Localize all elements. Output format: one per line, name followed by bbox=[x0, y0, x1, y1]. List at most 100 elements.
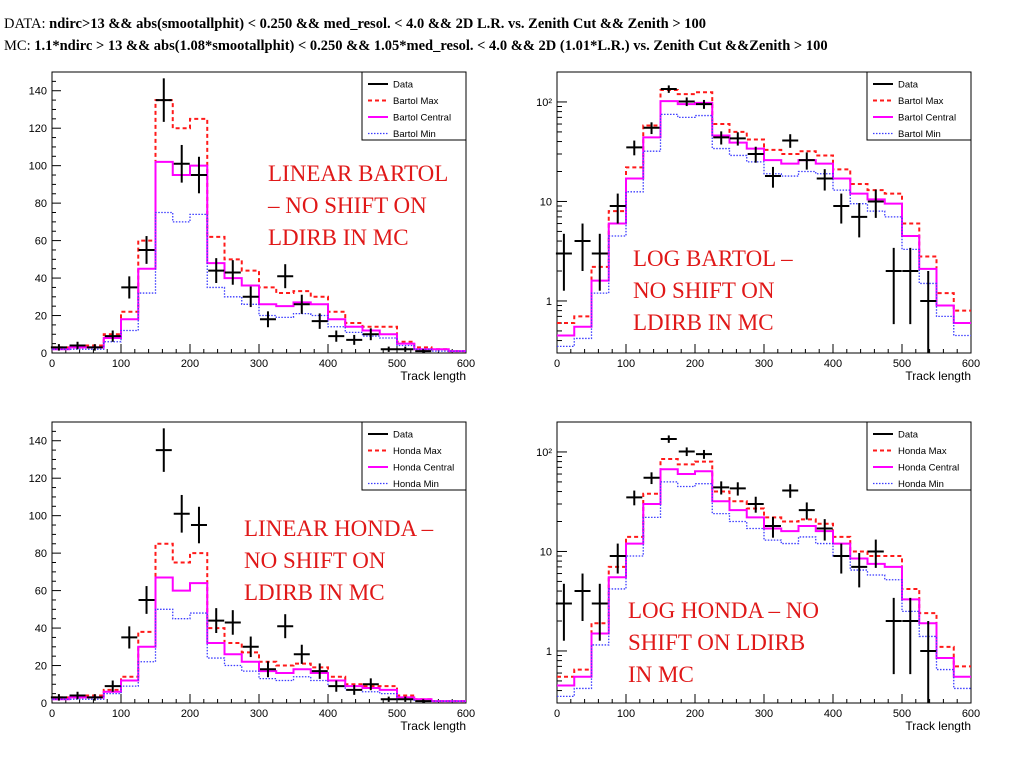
y-tick-label: 140 bbox=[29, 436, 47, 448]
x-tick-label: 600 bbox=[457, 708, 475, 720]
data-point bbox=[259, 661, 276, 678]
mc-cut-text: 1.1*ndirc > 13 && abs(1.08*smootallphit)… bbox=[34, 38, 828, 54]
data-point bbox=[293, 644, 310, 664]
data-point bbox=[69, 691, 86, 700]
y-tick-label: 10² bbox=[536, 97, 552, 109]
data-point bbox=[867, 189, 884, 218]
data-point bbox=[902, 597, 919, 675]
y-tick-label: 0 bbox=[41, 348, 47, 360]
x-tick-label: 500 bbox=[388, 358, 406, 370]
data-point bbox=[574, 573, 591, 622]
data-point bbox=[660, 85, 677, 93]
y-tick-label: 10 bbox=[540, 196, 552, 208]
data-point bbox=[833, 543, 850, 574]
y-tick-label: 120 bbox=[29, 123, 47, 135]
data-point bbox=[729, 132, 746, 146]
y-tick-label: 1 bbox=[546, 646, 552, 658]
x-tick-label: 200 bbox=[686, 708, 704, 720]
data-point bbox=[609, 193, 626, 224]
legend-entry: Data bbox=[393, 80, 414, 91]
x-tick-label: 300 bbox=[755, 708, 773, 720]
data-point bbox=[678, 97, 695, 107]
data-point bbox=[747, 146, 764, 163]
data-point bbox=[224, 610, 241, 635]
x-tick-label: 0 bbox=[49, 358, 55, 370]
data-point bbox=[138, 236, 155, 264]
data-point bbox=[867, 539, 884, 568]
y-tick-label: 140 bbox=[29, 86, 47, 98]
log-bartol-note: LOG BARTOL – NO SHIFT ON LDIRB IN MC bbox=[633, 246, 793, 335]
data-point bbox=[782, 484, 799, 498]
data-point bbox=[764, 516, 781, 538]
data-point bbox=[415, 349, 432, 353]
x-tick-label: 100 bbox=[617, 708, 635, 720]
x-tick-label: 400 bbox=[319, 358, 337, 370]
y-tick-label: 60 bbox=[35, 236, 47, 248]
data-point bbox=[380, 696, 397, 702]
x-tick-label: 300 bbox=[755, 358, 773, 370]
data-point bbox=[643, 122, 660, 135]
data-point bbox=[86, 344, 103, 351]
data-point bbox=[397, 696, 414, 702]
data-point bbox=[86, 694, 103, 701]
data-point bbox=[277, 264, 294, 289]
legend-entry: Bartol Max bbox=[393, 96, 439, 107]
linear-bartol-note: LINEAR BARTOL – NO SHIFT ON LDIRB IN MC bbox=[268, 161, 449, 250]
series-central-histogram bbox=[52, 160, 466, 353]
data-point bbox=[555, 233, 572, 291]
data-point bbox=[155, 428, 172, 472]
data-point bbox=[121, 626, 138, 649]
x-tick-label: 500 bbox=[893, 708, 911, 720]
x-axis-label: Track length bbox=[905, 369, 971, 383]
y-tick-label: 60 bbox=[35, 586, 47, 598]
linear-honda-note: LINEAR HONDA – NO SHIFT ON LDIRB IN MC bbox=[244, 516, 434, 605]
mc-cut-prefix: MC: bbox=[4, 38, 35, 54]
y-tick-label: 40 bbox=[35, 273, 47, 285]
linear-bartol-histogram: 0 100 200 300 400 500 600 0 20 40 60 80 100 120 140 Tra… bbox=[29, 71, 475, 383]
log-honda-histogram: 0 100 200 300 400 500 600 1 10 10² Track length Dat… bbox=[536, 421, 980, 733]
x-tick-label: 100 bbox=[112, 708, 130, 720]
series-min-histogram bbox=[52, 608, 466, 702]
y-tick-label: 10² bbox=[536, 447, 552, 459]
data-point bbox=[851, 203, 868, 238]
legend-entry: Bartol Min bbox=[393, 129, 436, 140]
data-point bbox=[713, 481, 730, 495]
data-point bbox=[346, 334, 363, 345]
data-point bbox=[643, 472, 660, 485]
x-tick-label: 400 bbox=[319, 708, 337, 720]
legend-entry: Bartol Max bbox=[898, 96, 944, 107]
y-tick-label: 100 bbox=[29, 511, 47, 523]
y-tick-label: 80 bbox=[35, 198, 47, 210]
data-point bbox=[713, 131, 730, 145]
data-point bbox=[764, 166, 781, 188]
y-tick-label: 120 bbox=[29, 473, 47, 485]
data-point bbox=[902, 247, 919, 325]
data-point bbox=[362, 678, 379, 691]
data-point bbox=[208, 258, 225, 283]
mc-cut-header: MC: 1.1*ndirc > 13 && abs(1.08*smootallp… bbox=[4, 38, 828, 55]
x-tick-label: 100 bbox=[112, 358, 130, 370]
y-tick-label: 40 bbox=[35, 623, 47, 635]
y-tick-label: 20 bbox=[35, 311, 47, 323]
data-point bbox=[729, 482, 746, 496]
data-point bbox=[609, 543, 626, 574]
y-tick-label: 100 bbox=[29, 161, 47, 173]
linear-honda-histogram: 0 100 200 300 400 500 600 0 20 40 60 80 100 120 140 Tra… bbox=[29, 421, 475, 733]
data-point bbox=[104, 330, 121, 342]
data-point bbox=[138, 586, 155, 614]
x-tick-label: 600 bbox=[457, 358, 475, 370]
x-axis-label: Track length bbox=[400, 369, 466, 383]
data-point bbox=[311, 313, 328, 329]
x-tick-label: 400 bbox=[824, 708, 842, 720]
data-point bbox=[208, 608, 225, 633]
data-point bbox=[362, 328, 379, 341]
x-tick-label: 500 bbox=[388, 708, 406, 720]
legend-entry: Bartol Central bbox=[393, 113, 451, 124]
y-tick-label: 1 bbox=[546, 296, 552, 308]
data-point bbox=[346, 684, 363, 695]
data-point bbox=[242, 636, 259, 658]
x-tick-label: 500 bbox=[893, 358, 911, 370]
data-point bbox=[747, 496, 764, 513]
data-point bbox=[782, 134, 799, 148]
data-point bbox=[173, 494, 190, 533]
